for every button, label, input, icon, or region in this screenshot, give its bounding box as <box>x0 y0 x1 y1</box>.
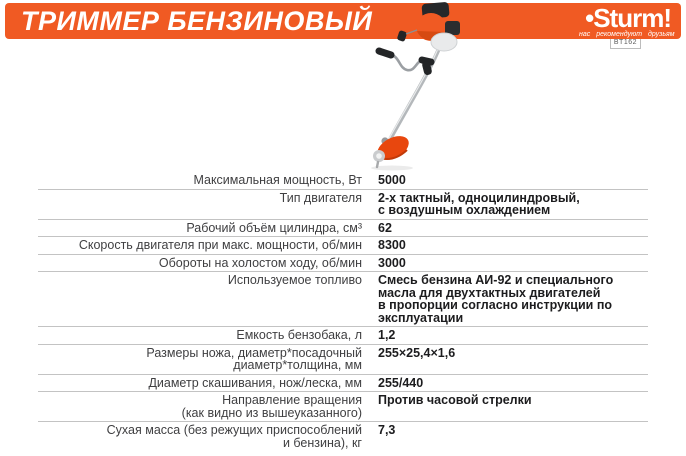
model-code-badge: BT162 <box>609 39 641 49</box>
head-shadow <box>371 165 413 171</box>
spec-value: 2-х тактный, одноцилиндровый, с воздушны… <box>378 190 580 217</box>
spec-label: Обороты на холостом ходу, об/мин <box>158 255 362 270</box>
spec-row: Скорость двигателя при макс. мощности, о… <box>38 237 648 255</box>
spec-row: Размеры ножа, диаметр*посадочный диаметр… <box>38 345 648 375</box>
petrol-trimmer-illustration <box>371 2 460 171</box>
spec-label: Максимальная мощность, Вт <box>193 173 362 187</box>
spec-row: Емкость бензобака, л 1,2 <box>38 327 648 345</box>
spec-row: Тип двигателя 2-х тактный, одноцилиндров… <box>38 190 648 220</box>
cutting-head <box>373 136 409 169</box>
spec-value: 1,2 <box>378 328 396 342</box>
spec-label: Размеры ножа, диаметр*посадочный диаметр… <box>146 345 362 372</box>
spec-label: Емкость бензобака, л <box>236 328 362 342</box>
throttle-trigger <box>422 60 432 76</box>
spec-label: Тип двигателя <box>279 190 362 205</box>
product-image <box>350 0 480 172</box>
spec-row: Диаметр скашивания, нож/леска, мм 255/44… <box>38 375 648 392</box>
spec-value: 7,3 <box>378 423 396 437</box>
spec-value: Против часовой стрелки <box>378 393 532 407</box>
brand-tagline: нас рекомендуют друзьям <box>579 31 675 38</box>
spec-row: Обороты на холостом ходу, об/мин 3000 <box>38 255 648 272</box>
spec-label: Направление вращения (как видно из вышеу… <box>181 393 362 420</box>
spec-label: Рабочий объём цилиндра, см³ <box>186 220 362 235</box>
spec-label: Скорость двигателя при макс. мощности, о… <box>78 238 362 252</box>
spec-row: Направление вращения (как видно из вышеу… <box>38 392 648 422</box>
brand-name: •Sturm! <box>585 3 672 33</box>
header-banner: ТРИММЕР БЕНЗИНОВЫЙ •Sturm! нас рекоменду… <box>5 3 681 39</box>
spec-row: Максимальная мощность, Вт 5000 <box>38 172 648 190</box>
spec-row: Рабочий объём цилиндра, см³ 62 <box>38 220 648 237</box>
spec-value: 255/440 <box>378 375 424 390</box>
engine-block <box>397 2 460 52</box>
spec-label: Используемое топливо <box>227 273 362 287</box>
starter-grip <box>397 30 407 42</box>
handlebar <box>389 52 424 72</box>
spec-table: Максимальная мощность, Вт 5000 Тип двига… <box>38 172 648 451</box>
spec-row: Сухая масса (без режущих приспособлений … <box>38 422 648 451</box>
spec-label: Диаметр скашивания, нож/леска, мм <box>148 375 362 390</box>
spec-value: 3000 <box>378 255 406 270</box>
page-title: ТРИММЕР БЕНЗИНОВЫЙ <box>21 5 373 36</box>
left-grip <box>375 47 395 59</box>
spec-value: Смесь бензина АИ-92 и специального масла… <box>378 273 614 325</box>
spec-value: 255×25,4×1,6 <box>378 345 456 360</box>
spec-label: Сухая масса (без режущих приспособлений … <box>106 423 362 450</box>
spec-value: 62 <box>378 220 392 235</box>
spec-row: Используемое топливо Смесь бензина АИ-92… <box>38 272 648 327</box>
spec-value: 5000 <box>378 173 406 187</box>
trimmer-shaft <box>384 44 442 149</box>
spec-value: 8300 <box>378 238 406 252</box>
sturm-logo: •Sturm! нас рекомендуют друзьям <box>579 3 675 38</box>
